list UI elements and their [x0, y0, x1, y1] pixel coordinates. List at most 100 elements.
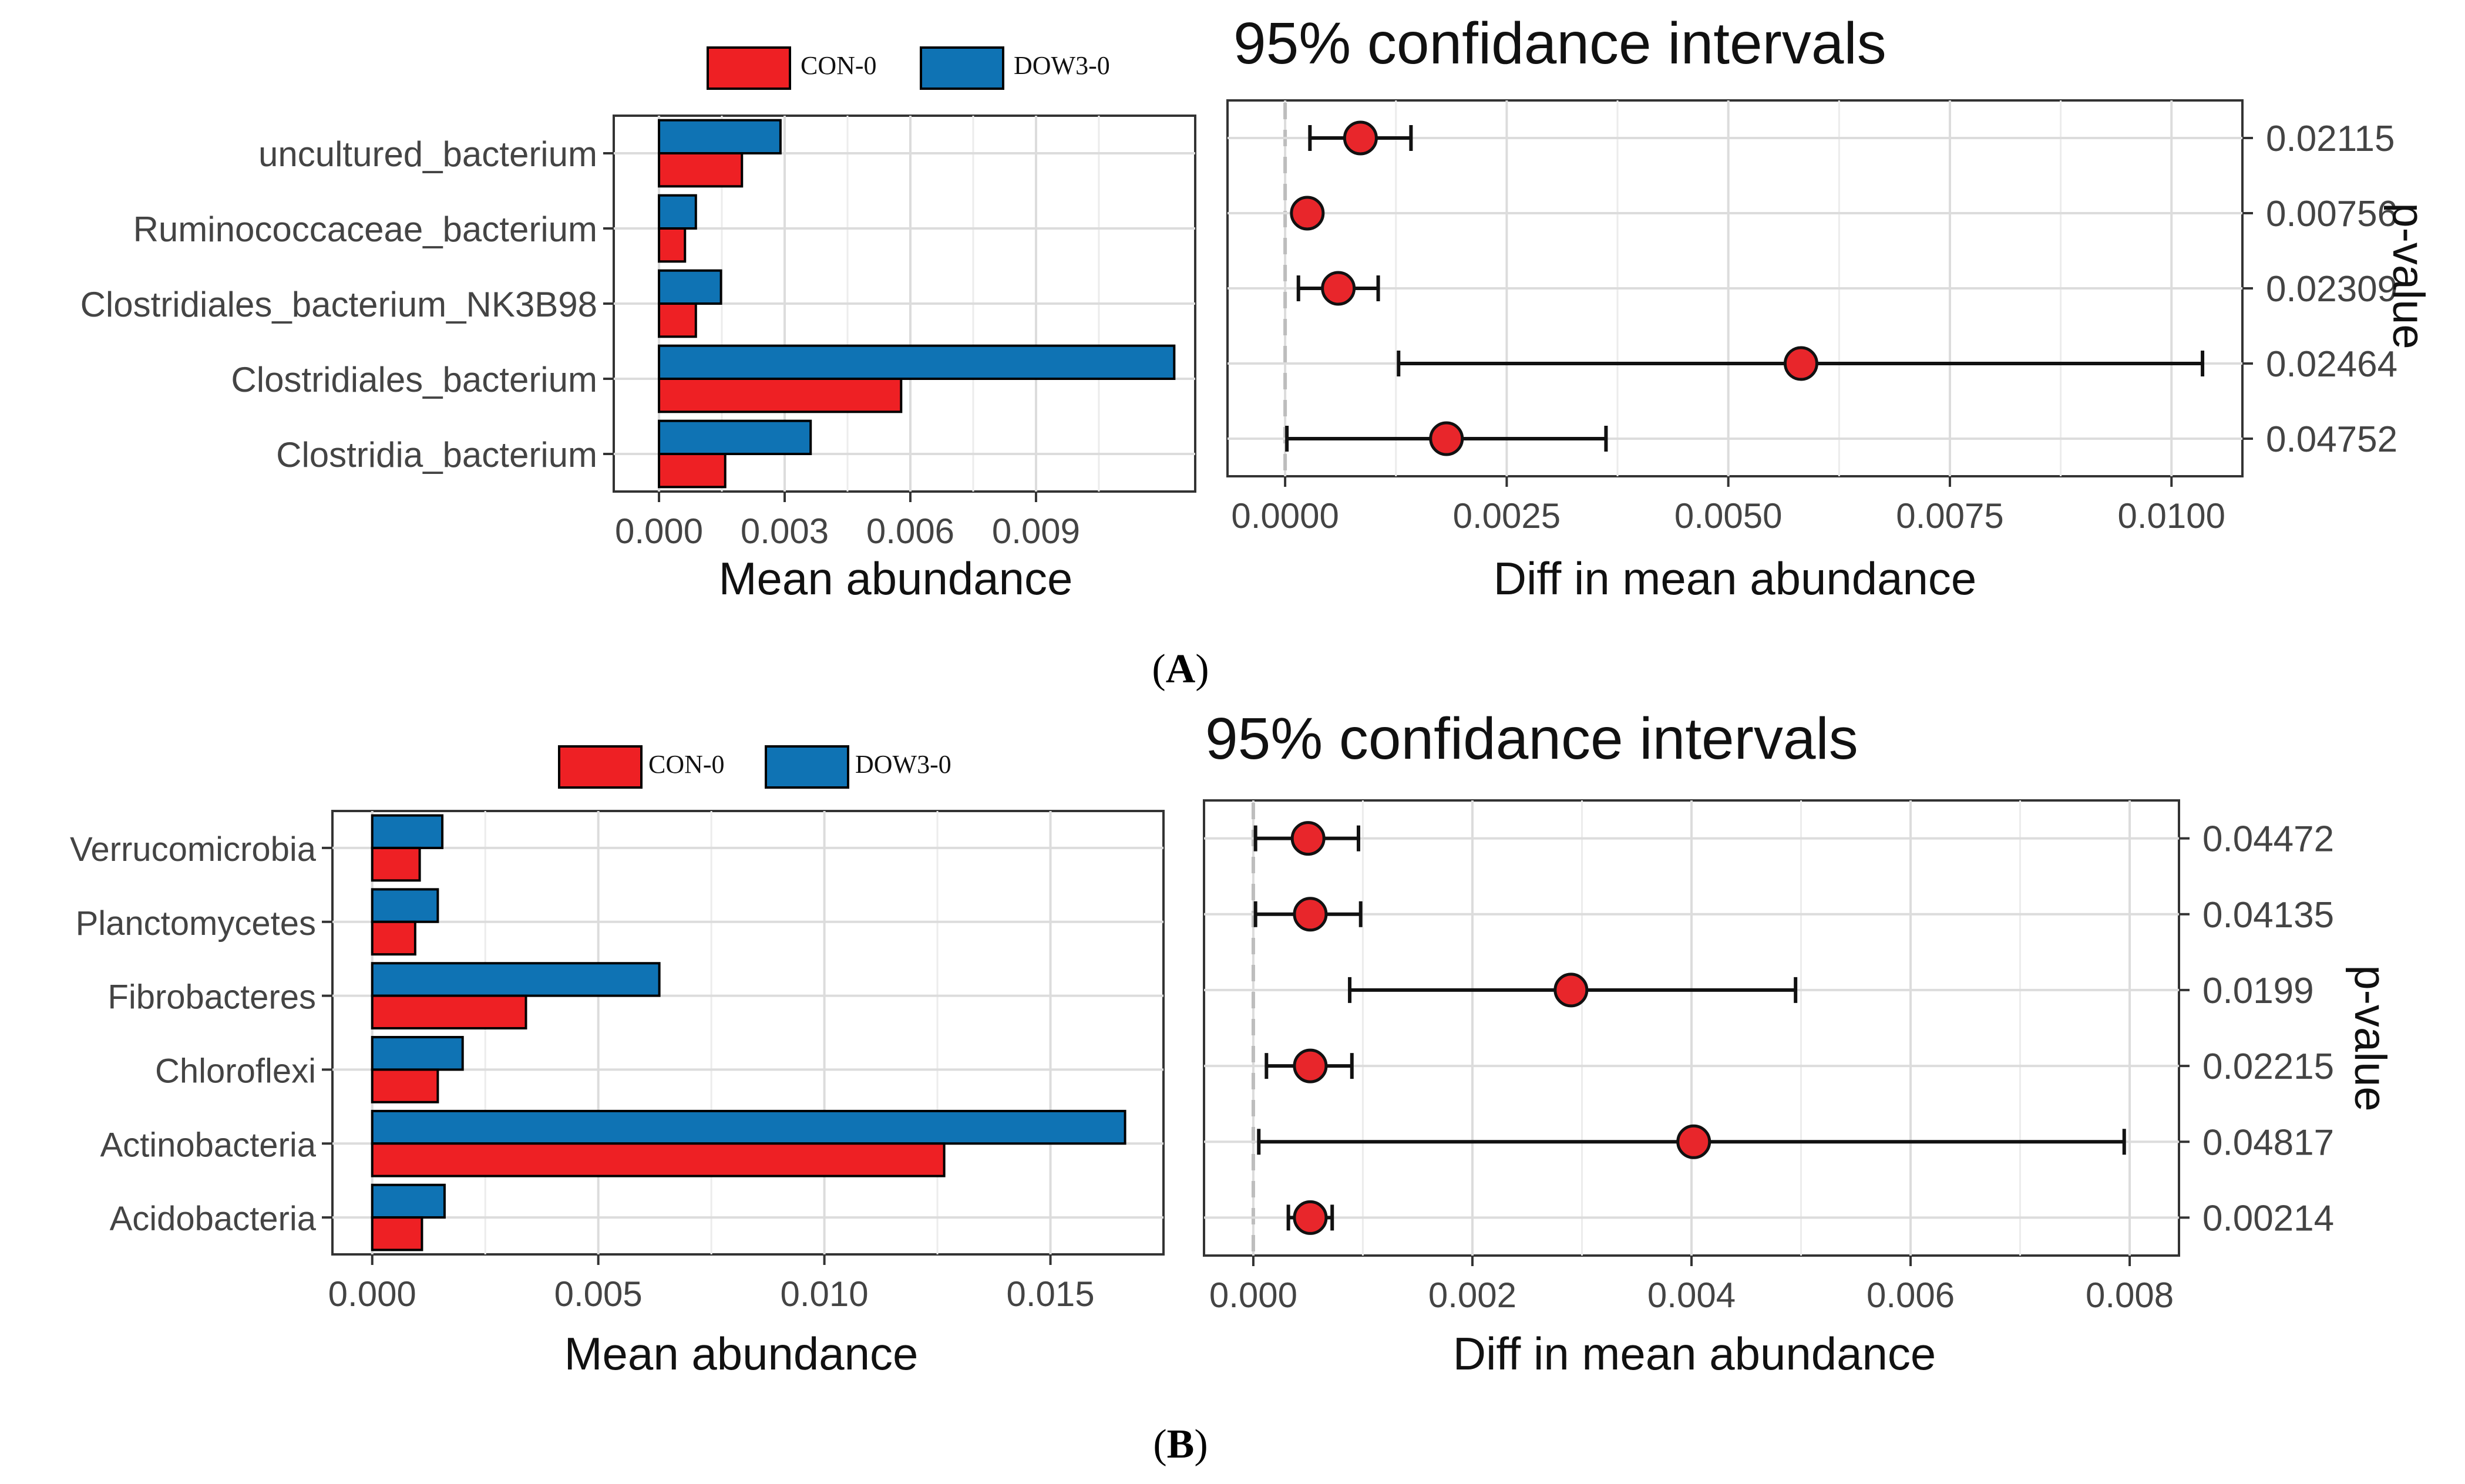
bar-con-0: [371, 920, 416, 956]
bar-x-axis-label-a: Mean abundance: [719, 553, 1073, 604]
pvalue-label: 0.04472: [2202, 819, 2334, 860]
bar-dow3-0: [658, 119, 782, 154]
bar-category-labels-a: uncultured_bacterium Ruminococcaceae_bact…: [80, 134, 597, 475]
y-category-label: Clostridia_bacterium: [276, 435, 597, 475]
ci-title-b: 95% confidance intervals: [1205, 706, 1858, 772]
y-category-label: Acidobacteria: [110, 1200, 317, 1238]
ci-point-estimate: [1293, 897, 1328, 932]
panel-letter-a: A: [1166, 647, 1196, 692]
bar-con-0: [371, 994, 527, 1029]
ci-tick-labels-a: 0.0000 0.0025 0.0050 0.0075 0.0100: [1231, 137, 2253, 536]
legend-label-dow-b: DOW3-0: [855, 750, 951, 779]
bar-con-0: [371, 1216, 423, 1251]
ci-point-estimate: [1676, 1124, 1711, 1159]
ci-point-estimate: [1783, 346, 1818, 381]
ci-point-estimate: [1553, 972, 1589, 1008]
x-tick-label: 0.000: [1209, 1276, 1297, 1315]
y-category-label: Clostridiales_bacterium: [231, 360, 597, 399]
pvalue-label: 0.0199: [2202, 971, 2314, 1011]
legend-label-con-a: CON-0: [801, 51, 877, 80]
ci-point-estimate: [1293, 1200, 1328, 1235]
x-tick-label: 0.005: [554, 1274, 643, 1314]
bar-dow3-0: [371, 1036, 464, 1071]
ci-pvalue-labels-a: 0.02115 0.00756 0.02309 0.02464 0.04752: [2266, 119, 2397, 460]
y-category-label: Planctomycetes: [76, 904, 316, 943]
bar-marks-b: [371, 814, 1126, 1251]
legend-label-con-b: CON-0: [648, 750, 725, 779]
bar-con-0: [658, 453, 727, 489]
panel-label-a: (A): [1152, 647, 1209, 692]
ci-grid-a: [1228, 100, 2242, 476]
ci-marks-b: [1253, 821, 2126, 1235]
ci-marks-a: [1285, 120, 2205, 456]
bar-tick-labels-a: 0.000 0.003 0.006 0.009: [603, 152, 1080, 551]
x-tick-label: 0.0025: [1453, 496, 1561, 536]
bar-chart-b: Verrucomicrobia Planctomycetes Fibrobacter…: [70, 810, 1165, 1379]
ci-chart-a: 95% confidance intervals 0.0000 0.0025 0.0…: [1226, 11, 2433, 604]
x-tick-label: 0.009: [992, 512, 1080, 551]
bar-con-0: [371, 1068, 439, 1103]
panel-a: CON-0 DOW3-0 uncultured_bacterium Ruminoc…: [80, 11, 2433, 692]
ci-x-axis-label-b: Diff in mean abundance: [1453, 1328, 1936, 1379]
bar-dow3-0: [371, 814, 444, 849]
x-tick-label: 0.000: [328, 1274, 416, 1314]
bar-chart-a: uncultured_bacterium Ruminococcaceae_bact…: [80, 115, 1196, 604]
bar-marks-a: [658, 119, 1176, 489]
bar-con-0: [658, 302, 697, 338]
pvalue-axis-label-b: p-value: [2345, 965, 2395, 1111]
y-category-label: Fibrobacteres: [107, 978, 316, 1017]
x-tick-label: 0.0075: [1896, 496, 2004, 536]
x-tick-label: 0.0100: [2118, 496, 2226, 536]
ci-chart-b: 95% confidance intervals 0.000 0.002 0.004…: [1203, 706, 2395, 1379]
legend-b: CON-0 DOW3-0: [558, 745, 951, 789]
x-tick-label: 0.003: [741, 512, 829, 551]
bar-con-0: [371, 1142, 946, 1177]
bar-dow3-0: [371, 1183, 446, 1219]
legend-swatch-dow-a: [920, 46, 1004, 90]
bar-dow3-0: [658, 269, 722, 305]
bar-con-0: [658, 378, 903, 413]
ci-point-estimate: [1290, 821, 1326, 856]
x-tick-label: 0.0000: [1231, 496, 1339, 536]
y-category-label: Actinobacteria: [100, 1126, 316, 1164]
pvalue-axis-label-a: p-value: [2383, 203, 2433, 349]
x-tick-label: 0.006: [866, 512, 954, 551]
ci-tick-labels-b: 0.000 0.002 0.004 0.006 0.008: [1209, 837, 2190, 1315]
pvalue-label: 0.04135: [2202, 895, 2334, 936]
y-category-label: uncultured_bacterium: [258, 134, 597, 174]
ci-point-estimate: [1293, 1048, 1328, 1083]
y-category-label: Ruminococcaceae_bacterium: [133, 210, 597, 249]
legend-swatch-con-a: [707, 46, 791, 90]
pvalue-label: 0.02115: [2266, 119, 2395, 159]
bar-dow3-0: [371, 1109, 1126, 1145]
pvalue-label: 0.00214: [2202, 1198, 2334, 1239]
bar-con-0: [371, 846, 421, 882]
ci-point-estimate: [1429, 421, 1464, 456]
panel-label-b: (B): [1153, 1422, 1208, 1467]
x-tick-label: 0.0050: [1674, 496, 1783, 536]
legend-a: CON-0 DOW3-0: [707, 46, 1110, 90]
ci-pvalue-labels-b: 0.04472 0.04135 0.0199 0.02215 0.04817 0.0021…: [2202, 819, 2334, 1239]
bar-dow3-0: [371, 962, 661, 997]
y-category-label: Chloroflexi: [155, 1052, 316, 1090]
bar-dow3-0: [658, 194, 697, 230]
ci-x-axis-label-a: Diff in mean abundance: [1494, 553, 1976, 604]
y-category-label: Verrucomicrobia: [70, 830, 317, 869]
legend-swatch-dow-b: [765, 745, 849, 789]
x-tick-label: 0.000: [615, 512, 703, 551]
bar-con-0: [658, 152, 744, 188]
x-tick-label: 0.006: [1867, 1276, 1955, 1315]
x-tick-label: 0.010: [781, 1274, 869, 1314]
ci-point-estimate: [1321, 271, 1356, 306]
bar-tick-labels-b: 0.000 0.005 0.010 0.015: [322, 846, 1095, 1314]
legend-swatch-con-b: [558, 745, 643, 789]
x-tick-label: 0.008: [2086, 1276, 2174, 1315]
bar-dow3-0: [371, 888, 439, 923]
pvalue-label: 0.02464: [2266, 344, 2397, 385]
bar-dow3-0: [658, 419, 812, 455]
ci-point-estimate: [1290, 196, 1325, 231]
pvalue-label: 0.02309: [2266, 269, 2397, 309]
bar-plot-frame-b: [331, 810, 1165, 1256]
bar-x-axis-label-b: Mean abundance: [564, 1328, 919, 1379]
x-tick-label: 0.002: [1428, 1276, 1516, 1315]
